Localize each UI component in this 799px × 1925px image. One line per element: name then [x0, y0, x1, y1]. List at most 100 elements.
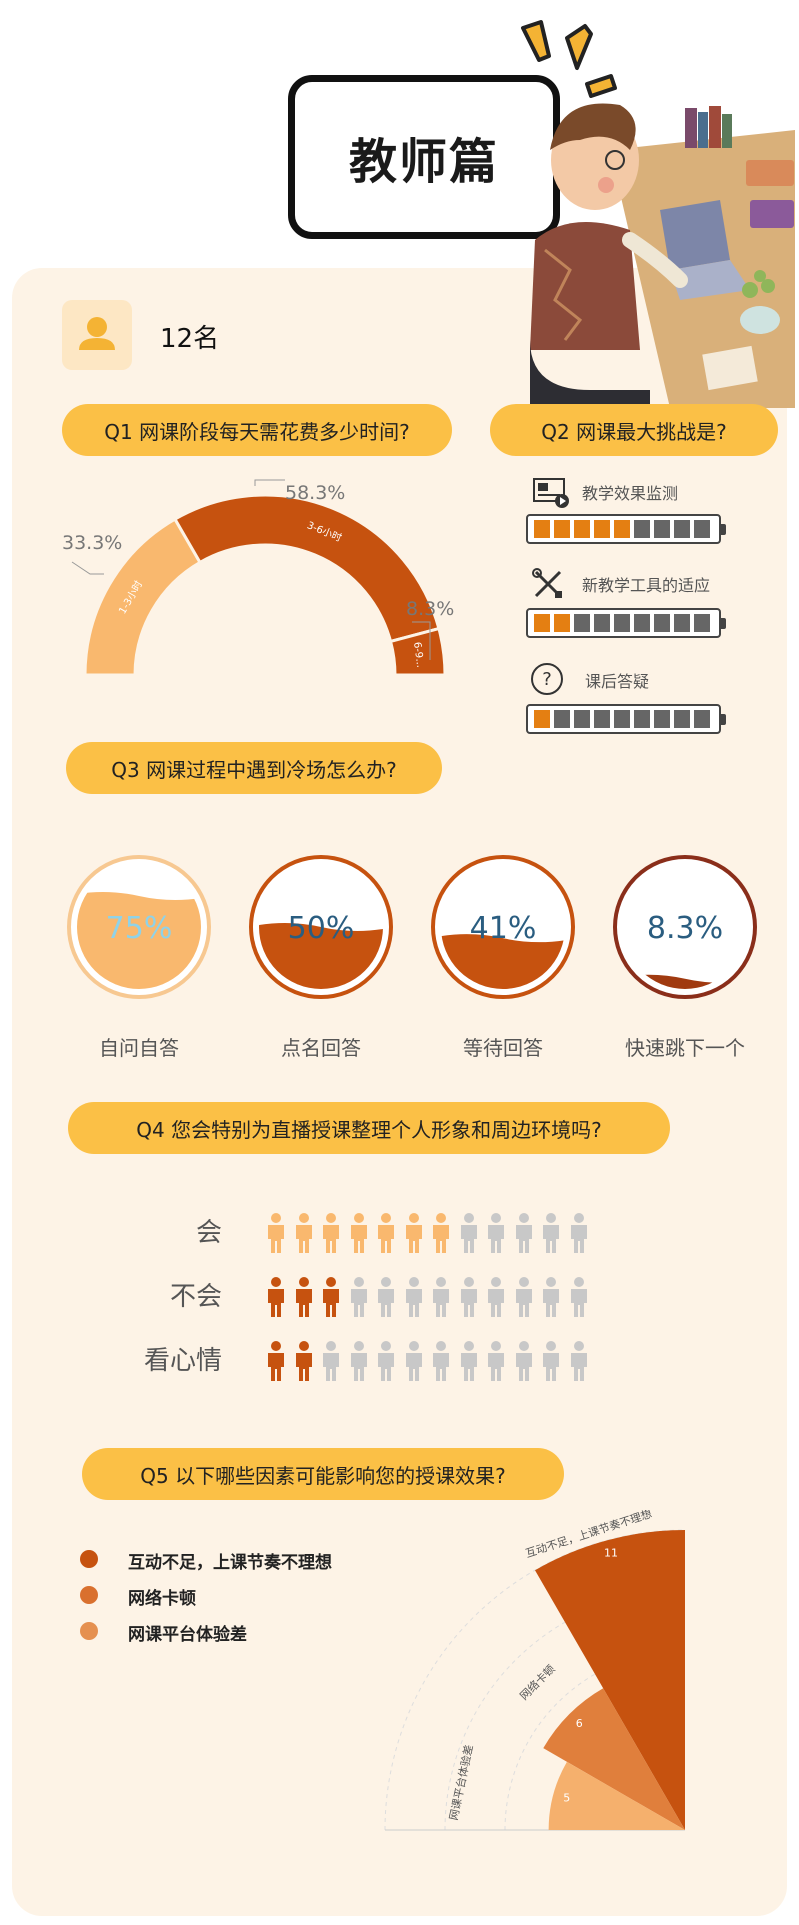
avatar — [62, 300, 132, 370]
q5-question-pill: Q5 以下哪些因素可能影响您的授课效果? — [82, 1448, 564, 1500]
battery-cell — [694, 614, 710, 632]
q2-item-label-1: 教学效果监测 — [582, 484, 679, 503]
q5-legend-item-1: 互动不足，上课节奏不理想 — [80, 1548, 332, 1573]
battery-cell — [594, 614, 610, 632]
person-icon — [350, 1341, 367, 1381]
person-icon — [378, 1213, 394, 1253]
page-title: 教师篇 — [348, 134, 499, 190]
battery-cell — [694, 710, 710, 728]
q4-row-label-1: 会 — [195, 1218, 222, 1248]
person-icon — [460, 1341, 477, 1381]
title-box: 教师篇 — [288, 75, 560, 239]
person-icon — [268, 1277, 284, 1317]
person-icon — [323, 1213, 339, 1253]
q4-row-label-3: 看心情 — [143, 1346, 222, 1376]
person-icon — [570, 1213, 587, 1253]
tools-icon — [532, 568, 562, 598]
q3-question-pill: Q3 网课过程中遇到冷场怎么办? — [66, 742, 442, 794]
battery-cell — [614, 710, 630, 728]
q2-item-label-2: 新教学工具的适应 — [582, 576, 711, 595]
q1-slice-label: 6-9... — [411, 641, 425, 668]
battery-cell — [534, 614, 550, 632]
battery-cell — [614, 520, 630, 538]
gauge-caption: 自问自答 — [99, 1036, 179, 1060]
person-icon — [515, 1277, 532, 1317]
q2-question: Q2 网课最大挑战是? — [541, 419, 727, 444]
q5-sector — [535, 1530, 685, 1830]
battery-cell — [674, 710, 690, 728]
person-icon — [350, 1277, 367, 1317]
battery-cell — [534, 520, 550, 538]
legend-dot — [80, 1550, 98, 1568]
person-icon — [295, 1213, 312, 1253]
legend-dot — [80, 1622, 98, 1640]
person-icon — [378, 1277, 394, 1317]
person-icon — [488, 1213, 504, 1253]
gauge-caption: 点名回答 — [281, 1036, 361, 1060]
leader-line — [254, 479, 285, 486]
person-icon — [543, 1341, 559, 1381]
q5-legend-label-2: 网络卡顿 — [128, 1589, 196, 1609]
q5-question: Q5 以下哪些因素可能影响您的授课效果? — [140, 1463, 506, 1488]
person-icon — [323, 1341, 339, 1381]
q2-question-pill: Q2 网课最大挑战是? — [490, 404, 778, 456]
screen-video-icon — [533, 478, 569, 508]
battery-cell — [534, 710, 550, 728]
q5-legend-label-3: 网课平台体验差 — [128, 1625, 247, 1645]
q5-axis-label: 网络卡顿 — [517, 1662, 558, 1703]
question-icon: ? — [531, 663, 563, 695]
q5-value-label: 11 — [604, 1547, 618, 1560]
gauge-value: 41% — [470, 911, 537, 946]
q5-sector — [543, 1688, 685, 1830]
q1-question: Q1 网课阶段每天需花费多少时间? — [104, 419, 410, 444]
person-icon — [79, 317, 115, 350]
person-icon — [543, 1213, 559, 1253]
person-icon — [460, 1213, 477, 1253]
gauge-value: 50% — [288, 911, 355, 946]
q2-item-label-3: 课后答疑 — [585, 672, 650, 691]
person-icon — [570, 1277, 587, 1317]
q1-slice — [388, 626, 447, 677]
gauge-caption: 等待回答 — [463, 1036, 543, 1060]
q5-sector — [548, 1761, 685, 1830]
battery-cell — [654, 520, 670, 538]
q3-gauge: 8.3% — [613, 855, 757, 999]
person-icon — [405, 1213, 422, 1253]
q3-question: Q3 网课过程中遇到冷场怎么办? — [111, 757, 397, 782]
q4-row-label-2: 不会 — [169, 1282, 222, 1312]
battery-cell — [654, 710, 670, 728]
q3-gauge: 75% — [67, 855, 211, 999]
battery-cell — [594, 710, 610, 728]
battery-cell — [634, 614, 650, 632]
person-icon — [405, 1277, 422, 1317]
person-icon — [350, 1213, 367, 1253]
battery-cell — [634, 520, 650, 538]
person-icon — [488, 1277, 504, 1317]
q2-battery-1 — [526, 514, 726, 544]
battery-cell — [594, 520, 610, 538]
person-icon — [460, 1277, 477, 1317]
battery-cell — [574, 710, 590, 728]
battery-cell — [554, 520, 570, 538]
svg-text:?: ? — [542, 669, 552, 690]
leader-line — [71, 561, 104, 575]
q3-gauge: 41% — [431, 855, 575, 999]
q1-label-1: 33.3% — [62, 532, 123, 554]
person-icon — [378, 1341, 394, 1381]
person-icon — [295, 1277, 312, 1317]
battery-cell — [694, 520, 710, 538]
person-icon — [323, 1277, 339, 1317]
person-icon — [543, 1277, 559, 1317]
q2-battery-3 — [526, 704, 726, 734]
battery-cell — [674, 614, 690, 632]
person-icon — [488, 1341, 504, 1381]
q1-question-pill: Q1 网课阶段每天需花费多少时间? — [62, 404, 452, 456]
q1-semi-donut-chart: 1-3小时3-6小时6-9... — [71, 479, 447, 677]
gauge-value: 75% — [106, 911, 173, 946]
teacher-illustration — [530, 103, 795, 408]
gauge-value: 8.3% — [647, 911, 723, 946]
q5-value-label: 5 — [563, 1791, 570, 1804]
battery-cell — [634, 710, 650, 728]
q1-label-2: 58.3% — [285, 482, 346, 504]
gauge-rim — [613, 855, 757, 999]
